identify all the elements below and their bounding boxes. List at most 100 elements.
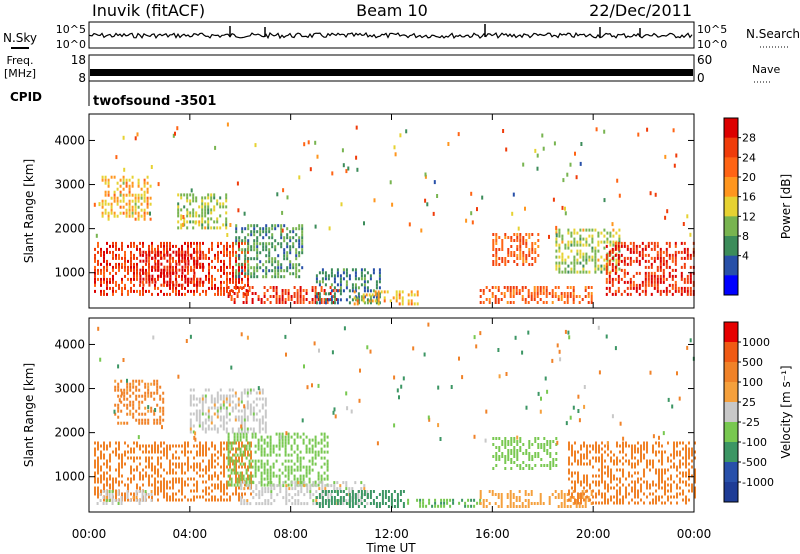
colorbar-tick-label: -25 <box>742 416 760 429</box>
plot-area <box>89 114 694 308</box>
power-panel: 1000 2000 3000 4000 Slant Range [km] 28 24 20 16… <box>22 113 793 309</box>
nsky-top-tick: 10^5 <box>56 23 86 36</box>
heatmap-region <box>479 490 593 508</box>
heatmap-region <box>492 233 540 266</box>
colorbar-segment <box>724 157 738 178</box>
x-tick-label: 12:00 <box>374 527 409 541</box>
colorbar-segment <box>724 382 738 403</box>
colorbar-tick-label: 28 <box>742 132 756 145</box>
freq-top-tick: 18 <box>71 53 86 67</box>
heatmap-region <box>177 193 228 230</box>
x-tick-label: 04:00 <box>173 527 208 541</box>
sparse-echoes <box>97 322 695 446</box>
heatmap-region <box>568 441 696 505</box>
heatmap-region <box>353 290 419 306</box>
heatmap-region <box>114 379 165 425</box>
nsearch-label: N.Search <box>746 27 800 41</box>
heatmap-region <box>189 388 267 434</box>
heatmap-region <box>315 268 381 305</box>
colorbar-frame <box>723 321 739 503</box>
heatmap-region <box>96 490 153 505</box>
heatmap-region <box>555 228 621 274</box>
heatmap-region <box>227 432 329 487</box>
y-tick-label: 2000 <box>54 426 85 440</box>
station-title: Inuvik (fitACF) <box>92 1 205 20</box>
y-tick-label: 4000 <box>54 133 85 147</box>
x-tick-label: 20:00 <box>576 527 611 541</box>
nsky-bottom-tick: 10^0 <box>56 38 86 51</box>
y-tick-label: 3000 <box>54 382 85 396</box>
colorbar-tick-label: 12 <box>742 210 756 223</box>
freq-trace <box>90 69 693 76</box>
heatmap-region <box>492 437 558 470</box>
nsky-label: N.Sky <box>3 31 37 45</box>
colorbar-tick-label: 24 <box>742 151 756 164</box>
y-tick-label: 4000 <box>54 337 85 351</box>
beam-title: Beam 10 <box>356 1 428 20</box>
heatmap-region <box>94 441 252 502</box>
colorbar-tick-label: 25 <box>742 396 756 409</box>
x-tick-label: 00:00 <box>677 527 712 541</box>
colorbar-tick-label: 8 <box>742 230 749 243</box>
freq-unit: [MHz] <box>4 67 36 80</box>
colorbar-title: Velocity [m s⁻¹] <box>779 365 793 458</box>
heatmap-region <box>101 175 152 221</box>
heatmap-region <box>235 224 304 279</box>
y-tick-label: 1000 <box>54 470 85 484</box>
date-title: 22/Dec/2011 <box>589 1 692 20</box>
x-axis-title: Time UT <box>365 541 416 554</box>
y-tick-label: 2000 <box>54 222 85 236</box>
x-tick-label: 16:00 <box>475 527 510 541</box>
colorbar-tick-label: 100 <box>742 376 763 389</box>
colorbar-segment <box>724 177 738 198</box>
nsky-trace <box>89 24 693 40</box>
nsearch-top-tick: 10^5 <box>697 23 727 36</box>
nave-top-tick: 60 <box>697 53 712 67</box>
colorbar-frame <box>723 117 739 296</box>
heatmap-region <box>227 286 341 304</box>
colorbar-segment <box>724 196 738 217</box>
colorbar-segment <box>724 482 738 503</box>
colorbar-segment <box>724 275 738 296</box>
freq-label: Freq. <box>6 54 33 67</box>
nave-bottom-tick: 0 <box>697 71 705 85</box>
y-axis-title: Slant Range [km] <box>22 159 36 263</box>
y-tick-label: 3000 <box>54 178 85 192</box>
colorbar-segment <box>724 402 738 423</box>
nsky-panel <box>88 21 695 49</box>
nsearch-bottom-tick: 10^0 <box>697 38 727 51</box>
colorbar-tick-label: 4 <box>742 250 749 263</box>
colorbar-tick-label: -100 <box>742 436 767 449</box>
colorbar-tick-label: 16 <box>742 191 756 204</box>
colorbar-segment <box>724 442 738 463</box>
cpid-label: CPID <box>10 90 42 104</box>
colorbar-segment <box>724 137 738 158</box>
y-tick-label: 1000 <box>54 266 85 280</box>
colorbar-segment <box>724 322 738 343</box>
freq-bottom-tick: 8 <box>78 71 86 85</box>
freq-panel <box>88 54 695 82</box>
cpid-value: twofsound -3501 <box>93 94 216 109</box>
colorbar-segment <box>724 118 738 139</box>
x-tick-label: 08:00 <box>273 527 308 541</box>
heatmap-region <box>315 490 405 508</box>
colorbar-segment <box>724 236 738 257</box>
nsky-line <box>89 31 693 40</box>
heatmap-region <box>139 250 205 287</box>
velocity-panel: 1000 2000 3000 4000 00:00 04:00 08:00 12:00 16:0… <box>22 317 793 541</box>
colorbar-segment <box>724 422 738 443</box>
colorbar-segment <box>724 362 738 383</box>
colorbar-segment <box>724 462 738 483</box>
colorbar-tick-label: 500 <box>742 356 763 369</box>
colorbar-tick-label: 20 <box>742 171 756 184</box>
x-tick-label: 00:00 <box>72 527 107 541</box>
colorbar-segment <box>724 216 738 237</box>
colorbar-tick-label: 1000 <box>742 336 770 349</box>
colorbar-title: Power [dB] <box>779 174 793 239</box>
colorbar-segment <box>724 342 738 363</box>
colorbar-tick-label: -500 <box>742 456 767 469</box>
heatmap-region <box>479 286 593 304</box>
nave-label: Nave <box>752 63 780 76</box>
heatmap-region <box>407 498 482 508</box>
